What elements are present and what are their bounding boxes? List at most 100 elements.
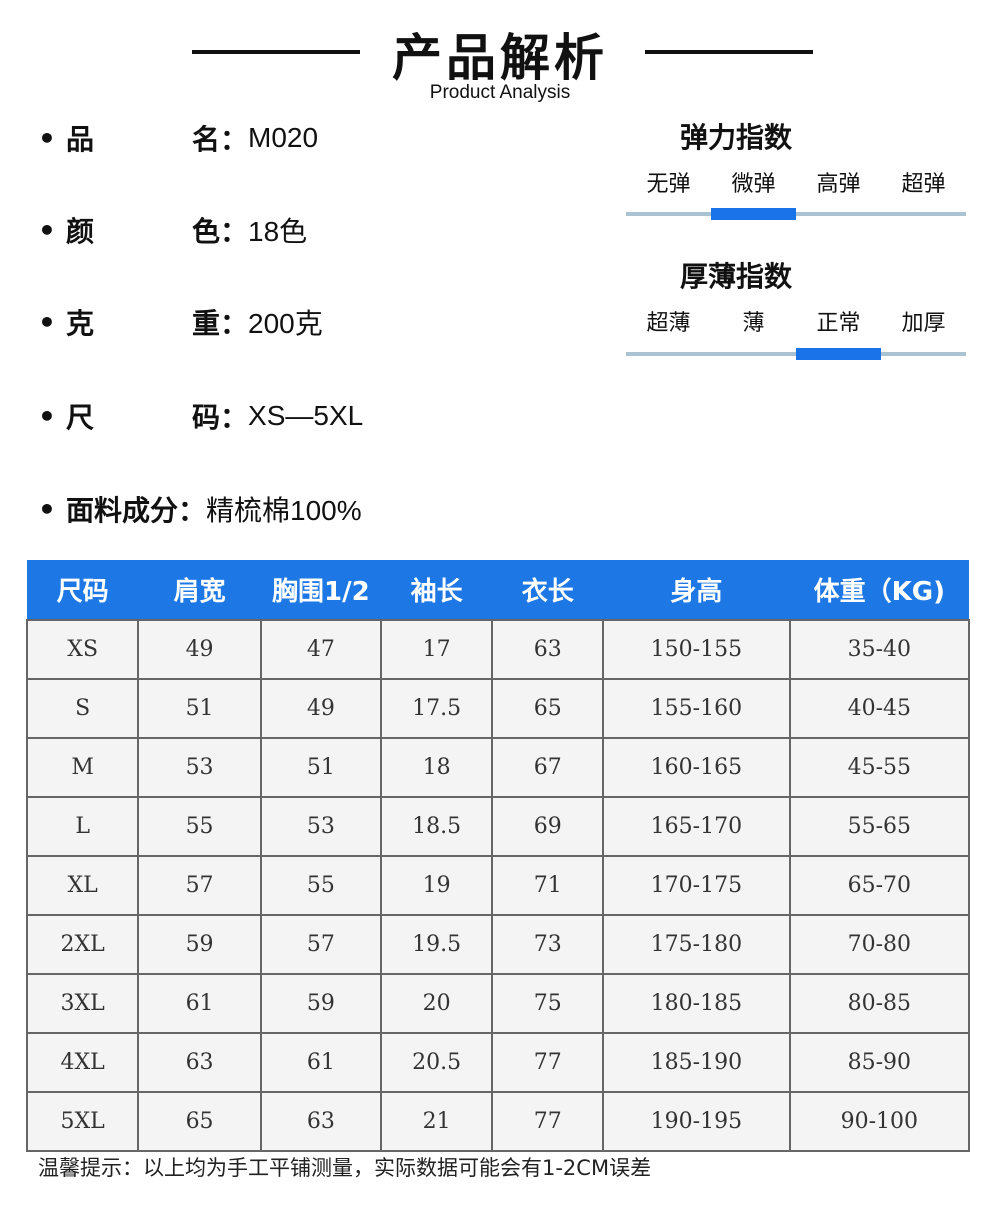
table-cell: 185-190 xyxy=(602,1032,791,1093)
table-cell: 73 xyxy=(491,914,605,975)
size-table: 尺码 肩宽 胸围1/2 袖长 衣长 身高 体重（KG) XS 49 47 17 63 150-155 3… xyxy=(25,560,971,1152)
table-cell: 4XL xyxy=(25,1032,140,1093)
table-cell: 150-155 xyxy=(602,619,791,680)
elasticity-level-fill xyxy=(711,208,796,220)
spec-row: • 面料成分 ： 精梳棉100% xyxy=(38,489,362,529)
table-cell: 55 xyxy=(137,796,262,857)
table-row: 5XL 65 63 21 77 190-195 90-100 xyxy=(25,1091,971,1152)
column-header: 衣长 xyxy=(492,560,604,620)
spec-label-char: 颜 xyxy=(66,215,95,248)
table-cell: 55 xyxy=(259,855,382,916)
spec-row: • 颜色 ： 18色 xyxy=(38,210,307,250)
spec-label-char: 色 xyxy=(191,215,220,248)
table-cell: 47 xyxy=(259,619,382,680)
elasticity-option: 微弹 xyxy=(731,172,776,197)
table-cell: 71 xyxy=(491,855,605,916)
column-header: 袖长 xyxy=(380,560,493,620)
table-cell: 53 xyxy=(259,796,382,857)
thickness-options: 超薄 薄 正常 加厚 xyxy=(626,305,966,337)
bullet: • xyxy=(38,492,56,526)
spec-label-char: 码 xyxy=(191,401,220,434)
thickness-option: 薄 xyxy=(742,311,765,336)
elasticity-option: 无弹 xyxy=(646,172,691,197)
spec-value: 18色 xyxy=(248,216,308,247)
colon: ： xyxy=(220,307,249,340)
spec-value: XS—5XL xyxy=(248,400,364,431)
table-cell: 51 xyxy=(259,737,382,798)
spec-label-char: 名 xyxy=(191,123,220,156)
table-cell: 21 xyxy=(379,1091,494,1152)
table-cell: 155-160 xyxy=(602,678,791,739)
table-row: M 53 51 18 67 160-165 45-55 xyxy=(25,737,971,798)
table-row: S 51 49 17.5 65 155-160 40-45 xyxy=(25,678,971,739)
elasticity-track xyxy=(626,208,966,220)
table-cell: 180-185 xyxy=(602,973,791,1034)
table-cell: 20.5 xyxy=(379,1032,494,1093)
thickness-track xyxy=(626,348,966,360)
spec-label-wrap: 颜色 xyxy=(66,210,220,250)
table-cell: 69 xyxy=(491,796,605,857)
table-cell: 61 xyxy=(137,973,262,1034)
size-table-header: 尺码 肩宽 胸围1/2 袖长 衣长 身高 体重（KG) xyxy=(27,560,969,620)
table-cell: 18.5 xyxy=(379,796,494,857)
table-cell: 35-40 xyxy=(788,619,971,680)
spec-row: • 克重 ： 200克 xyxy=(38,302,323,342)
spec-label-wrap: 品名 xyxy=(66,118,220,158)
table-cell: 55-65 xyxy=(788,796,971,857)
table-cell: XS xyxy=(25,619,140,680)
table-cell: 40-45 xyxy=(788,678,971,739)
spec-row: • 尺码 ： XS—5XL xyxy=(38,396,363,436)
table-cell: 65 xyxy=(137,1091,262,1152)
thickness-option: 正常 xyxy=(816,311,861,336)
table-cell: 85-90 xyxy=(788,1032,971,1093)
spec-value: M020 xyxy=(248,122,319,153)
table-cell: 77 xyxy=(491,1091,605,1152)
table-cell: 80-85 xyxy=(788,973,971,1034)
table-cell: 49 xyxy=(259,678,382,739)
colon: ： xyxy=(220,401,249,434)
spec-value: 精梳棉100% xyxy=(206,495,362,526)
table-row: XS 49 47 17 63 150-155 35-40 xyxy=(25,619,971,680)
elasticity-title: 弹力指数 xyxy=(680,121,793,154)
table-cell: 65-70 xyxy=(788,855,971,916)
table-cell: 65 xyxy=(491,678,605,739)
bullet: • xyxy=(38,399,56,433)
table-cell: 70-80 xyxy=(788,914,971,975)
column-header: 体重（KG) xyxy=(789,560,969,620)
table-cell: 49 xyxy=(137,619,262,680)
spec-label-wrap: 面料成分 xyxy=(66,489,178,529)
table-cell: 61 xyxy=(259,1032,382,1093)
table-row: 3XL 61 59 20 75 180-185 80-85 xyxy=(25,973,971,1034)
column-header: 身高 xyxy=(603,560,790,620)
table-cell: 53 xyxy=(137,737,262,798)
table-cell: 175-180 xyxy=(602,914,791,975)
table-cell: 59 xyxy=(137,914,262,975)
table-row: L 55 53 18.5 69 165-170 55-65 xyxy=(25,796,971,857)
colon: ： xyxy=(178,494,207,527)
table-row: 2XL 59 57 19.5 73 175-180 70-80 xyxy=(25,914,971,975)
column-header: 胸围1/2 xyxy=(260,560,381,620)
spec-label: 面料成分 xyxy=(66,494,179,527)
table-cell: 63 xyxy=(491,619,605,680)
spec-label-char: 品 xyxy=(66,123,95,156)
elasticity-option: 超弹 xyxy=(901,172,946,197)
table-cell: M xyxy=(25,737,140,798)
table-cell: 90-100 xyxy=(788,1091,971,1152)
colon: ： xyxy=(220,123,249,156)
bullet: • xyxy=(38,305,56,339)
table-cell: XL xyxy=(25,855,140,916)
table-cell: 77 xyxy=(491,1032,605,1093)
table-cell: 5XL xyxy=(25,1091,140,1152)
table-cell: 63 xyxy=(137,1032,262,1093)
table-cell: 2XL xyxy=(25,914,140,975)
table-row: XL 57 55 19 71 170-175 65-70 xyxy=(25,855,971,916)
page-title: 产品解析 xyxy=(392,29,608,87)
table-cell: 3XL xyxy=(25,973,140,1034)
measurement-note: 温馨提示：以上均为手工平铺测量，实际数据可能会有1-2CM误差 xyxy=(38,1156,652,1180)
thickness-option: 超薄 xyxy=(646,311,691,336)
table-cell: 17.5 xyxy=(379,678,494,739)
table-cell: S xyxy=(25,678,140,739)
table-cell: 63 xyxy=(259,1091,382,1152)
table-cell: 160-165 xyxy=(602,737,791,798)
